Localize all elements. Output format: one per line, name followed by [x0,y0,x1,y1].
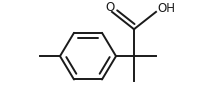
Text: OH: OH [157,2,175,15]
Text: O: O [105,1,115,14]
